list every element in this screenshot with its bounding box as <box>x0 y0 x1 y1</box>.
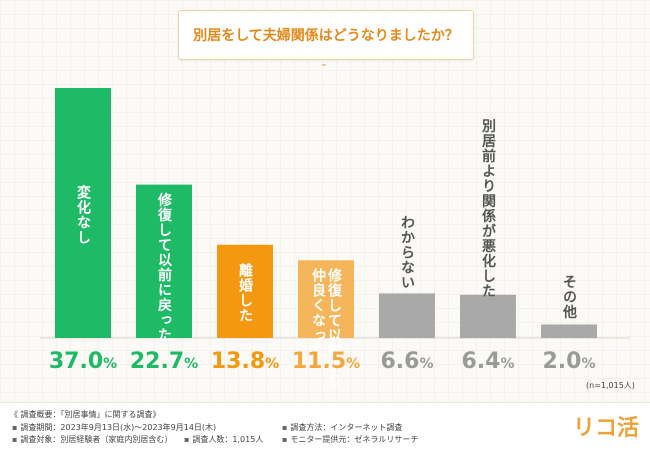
footer-provider: ▪ モニター提供元：ゼネラルリサーチ <box>282 435 419 444</box>
category-label-6: 別居前より関係が悪化した <box>480 119 497 299</box>
bar-chart: 変化なし 37.0% 修復して以前に戻った 22.7% 離婚した 13.8% 修復して以前よ… <box>40 88 630 389</box>
category-label-1: 変化なし <box>75 184 91 245</box>
value-label-3: 13.8% <box>211 349 279 374</box>
value-label-4: 11.5% <box>292 349 360 374</box>
bar-7 <box>541 324 597 338</box>
footer-count-text: 調査人数：1,015人 <box>192 435 264 444</box>
bar-2 <box>136 184 192 338</box>
brand-logo: リコ活 <box>573 416 640 441</box>
chevron-down-icon: ⌄ <box>320 59 328 69</box>
category-label-7: その他 <box>561 274 578 319</box>
category-label-2: 修復して以前に戻った <box>156 192 173 343</box>
bar-6 <box>460 294 516 338</box>
category-label-4-line-2: 仲良くなった <box>310 268 326 359</box>
footer-method: ▪ 調査方法：インターネット調査 <box>282 423 403 432</box>
value-label-7: 2.0% <box>542 349 595 374</box>
footer-method-text: 調査方法：インターネット調査 <box>290 423 403 432</box>
category-label-4-line-1: 修復して以前より <box>326 268 343 389</box>
category-label-5: わからない <box>399 215 415 290</box>
footer-heading: 《 調査概要：「別居事情」に関する調査》 <box>10 410 161 419</box>
footer-period: ▪ 調査期間：2023年9月13日(水)～2023年9月14日(木) <box>12 423 217 432</box>
footer-count: ▪ 調査人数：1,015人 <box>184 435 264 444</box>
footer-provider-text: モニター提供元：ゼネラルリサーチ <box>290 435 419 444</box>
category-label-3: 離婚した <box>237 263 253 324</box>
footer-target-text: 調査対象：別居経験者（家庭内別居含む） <box>20 435 173 444</box>
value-label-1: 37.0% <box>49 349 117 374</box>
value-label-2: 22.7% <box>130 349 198 374</box>
survey-footer: 《 調査概要：「別居事情」に関する調査》 ▪ 調査期間：2023年9月13日(水)… <box>0 402 650 450</box>
bar-3 <box>217 244 273 338</box>
chart-title: 別居をして夫婦関係はどうなりましたか？ <box>178 10 474 60</box>
value-label-6: 6.4% <box>461 349 514 374</box>
value-label-5: 6.6% <box>380 349 433 374</box>
sample-size-note: (n=1,015人) <box>586 381 635 390</box>
footer-target: ▪ 調査対象：別居経験者（家庭内別居含む） <box>12 435 173 444</box>
bar-4 <box>298 260 354 338</box>
bar-5 <box>379 293 435 338</box>
bar-1 <box>55 88 111 338</box>
footer-period-text: 調査期間：2023年9月13日(水)～2023年9月14日(木) <box>20 423 217 432</box>
